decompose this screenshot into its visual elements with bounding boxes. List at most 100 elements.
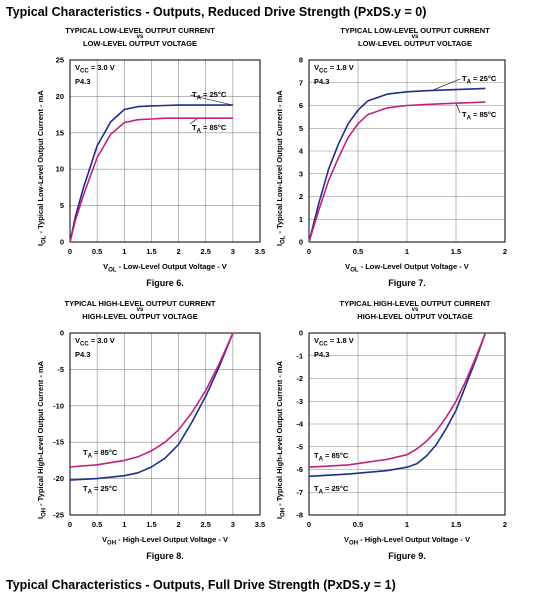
series-label-25c: TA = 25°C xyxy=(314,484,349,496)
vcc-annotation: VCC = 1.8 V P4.3 xyxy=(314,336,354,359)
y-tick-label: 0 xyxy=(299,329,303,338)
y-tick-label: 6 xyxy=(299,101,303,110)
series-line-25c xyxy=(308,87,486,243)
y-tick-label: 0 xyxy=(299,238,303,247)
figure-caption: Figure 8. xyxy=(146,551,184,561)
plot-frame xyxy=(308,332,506,516)
port-label: P4.3 xyxy=(314,76,330,86)
x-tick-label: 2.5 xyxy=(200,520,210,529)
y-tick-label: 5 xyxy=(60,201,64,210)
chart-title: TYPICAL HIGH-LEVEL OUTPUT CURRENT vs HIG… xyxy=(339,299,491,321)
series-line-25c xyxy=(308,332,487,478)
y-tick-label: -5 xyxy=(57,365,64,374)
y-tick-label: 2 xyxy=(299,192,303,201)
vcc-annotation: VCC = 3.0 V P4.3 xyxy=(75,336,115,359)
y-tick-label: 10 xyxy=(56,165,64,174)
x-tick-label: 1 xyxy=(405,520,409,529)
x-tick-label: 2 xyxy=(176,520,180,529)
x-tick-label: 3.5 xyxy=(255,520,265,529)
x-tick-label: 3.5 xyxy=(255,247,265,256)
series-label-85c: TA = 85°C xyxy=(83,448,118,460)
y-tick-label: 15 xyxy=(56,128,64,137)
annotation-leader-line xyxy=(431,78,461,91)
figure-caption: Figure 7. xyxy=(388,278,426,288)
annotation-leader-line xyxy=(455,103,461,114)
y-axis-label: IOH - Typical High-Level Output Current … xyxy=(275,360,287,519)
annotation-leader-line xyxy=(189,118,198,125)
x-tick-label: 1 xyxy=(405,247,409,256)
series-label-25c: TA = 25°C xyxy=(192,90,227,102)
series-label-25c: TA = 25°C xyxy=(462,74,497,86)
x-tick-label: 1 xyxy=(122,520,126,529)
x-tick-label: 1.5 xyxy=(451,520,461,529)
section-heading-full-drive: Typical Characteristics - Outputs, Full … xyxy=(6,578,396,592)
y-tick-label: -2 xyxy=(296,374,303,383)
y-tick-label: -3 xyxy=(296,397,303,406)
y-tick-label: -15 xyxy=(53,438,64,447)
x-tick-label: 1.5 xyxy=(146,520,156,529)
x-tick-label: 0.5 xyxy=(92,520,102,529)
x-axis-label: VOH - High-Level Output Voltage - V xyxy=(102,535,228,547)
x-axis-label: VOL - Low-Level Output Voltage - V xyxy=(103,262,227,274)
annotation-leader-line xyxy=(189,94,233,106)
chart-title: TYPICAL LOW-LEVEL OUTPUT CURRENT vs LOW-… xyxy=(65,26,215,48)
y-tick-label: 25 xyxy=(56,56,64,65)
x-tick-label: 3 xyxy=(231,520,235,529)
y-tick-label: -20 xyxy=(53,474,64,483)
plot-frame xyxy=(308,59,506,243)
vcc-annotation: VCC = 1.8 V P4.3 xyxy=(314,63,354,86)
series-label-85c: TA = 85°C xyxy=(192,123,227,135)
chart-panel-figure-6: TYPICAL LOW-LEVEL OUTPUT CURRENT vs LOW-… xyxy=(5,27,275,307)
x-tick-label: 0 xyxy=(307,247,311,256)
vcc-annotation: VCC = 3.0 V P4.3 xyxy=(75,63,115,86)
chart-title: TYPICAL LOW-LEVEL OUTPUT CURRENT vs LOW-… xyxy=(340,26,490,48)
y-tick-label: -10 xyxy=(53,401,64,410)
series-line-85c xyxy=(69,117,233,243)
x-tick-label: 3 xyxy=(231,247,235,256)
x-tick-label: 0.5 xyxy=(92,247,102,256)
series-label-85c: TA = 85°C xyxy=(314,451,349,463)
y-tick-label: 1 xyxy=(299,215,303,224)
x-tick-label: 2 xyxy=(503,247,507,256)
series-line-25c xyxy=(69,104,233,243)
chart-svg: 0 0.5 1 1.5 2 2.5 3 3.5 -25 -20 -15 -10 -5 0 xyxy=(53,329,265,530)
y-tick-label: -6 xyxy=(296,465,303,474)
x-axis-label: VOL - Low-Level Output Voltage - V xyxy=(345,262,469,274)
x-tick-label: 0 xyxy=(307,520,311,529)
port-label: P4.3 xyxy=(75,349,91,359)
x-tick-label: 1.5 xyxy=(146,247,156,256)
section-heading-reduced-drive: Typical Characteristics - Outputs, Reduc… xyxy=(6,5,427,19)
x-axis-label: VOH - High-Level Output Voltage - V xyxy=(344,535,470,547)
x-tick-label: 0 xyxy=(68,247,72,256)
x-tick-label: 0.5 xyxy=(353,520,363,529)
y-axis-label: IOL - Typical Low-Level Output Current -… xyxy=(36,90,48,246)
series-line-85c xyxy=(69,332,234,468)
chart-panel-figure-7: TYPICAL LOW-LEVEL OUTPUT CURRENT vs LOW-… xyxy=(275,26,550,307)
y-tick-label: -7 xyxy=(296,488,303,497)
y-tick-label: -1 xyxy=(296,351,303,360)
y-tick-label: 7 xyxy=(299,78,303,87)
chart-svg: 0 0.5 1 1.5 2 0 1 2 3 4 5 6 7 8 xyxy=(299,56,507,257)
chart-svg: 0 0.5 1 1.5 2 2.5 3 3.5 0 5 10 15 20 25 xyxy=(56,56,266,257)
series-label-25c: TA = 25°C xyxy=(83,484,118,496)
y-axis-label: IOH - Typical High-Level Output Current … xyxy=(36,360,48,519)
y-tick-label: 0 xyxy=(60,238,64,247)
y-tick-label: -25 xyxy=(53,511,64,520)
x-tick-label: 1.5 xyxy=(451,247,461,256)
y-tick-label: -5 xyxy=(296,442,303,451)
series-line-85c xyxy=(308,101,486,243)
y-tick-label: 5 xyxy=(299,124,303,133)
y-axis-label: IOL - Typical Low-Level Output Current -… xyxy=(275,90,287,246)
x-tick-label: 1 xyxy=(122,247,126,256)
y-tick-label: 4 xyxy=(299,147,304,156)
plot-frame xyxy=(69,59,261,243)
port-label: P4.3 xyxy=(75,76,91,86)
port-label: P4.3 xyxy=(314,349,330,359)
y-tick-label: -4 xyxy=(296,420,303,429)
series-label-85c: TA = 85°C xyxy=(462,110,497,122)
y-tick-label: 0 xyxy=(60,329,64,338)
chart-title: TYPICAL HIGH-LEVEL OUTPUT CURRENT vs HIG… xyxy=(64,299,216,321)
x-tick-label: 0 xyxy=(68,520,72,529)
x-tick-label: 2 xyxy=(503,520,507,529)
figure-caption: Figure 6. xyxy=(146,278,184,288)
